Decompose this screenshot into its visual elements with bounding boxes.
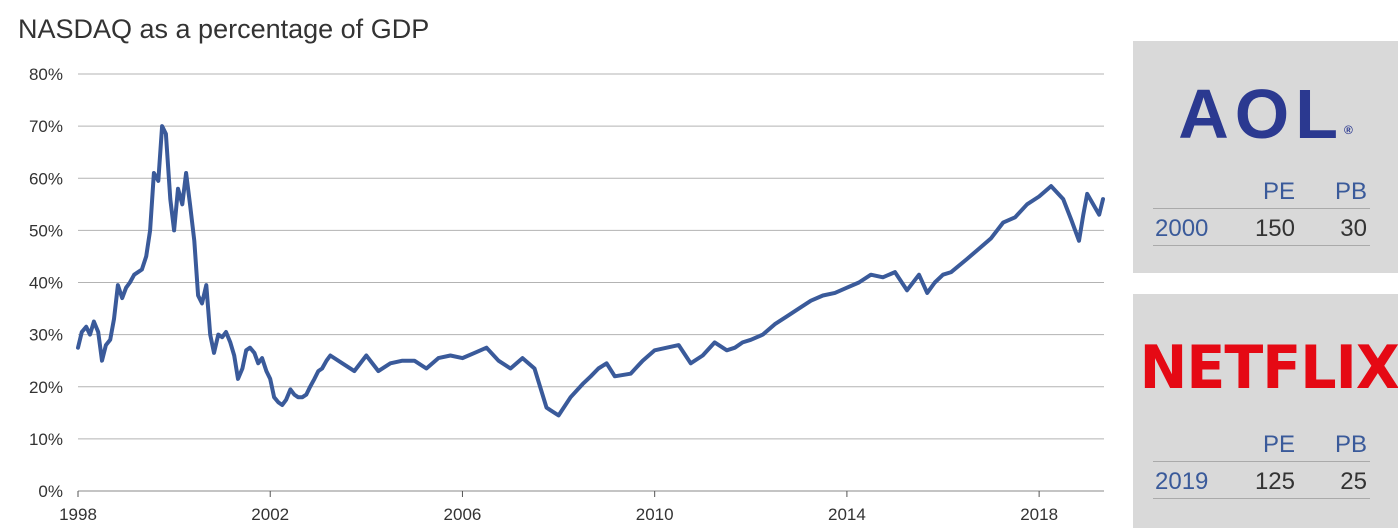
y-tick-label: 0% [38,482,63,501]
aol-panel: AOL® PE PB 2000 150 30 [1133,41,1398,273]
grid-lines [78,73,1104,492]
aol-pe-value: 150 [1254,215,1295,242]
aol-registered-mark: ® [1343,123,1353,137]
y-tick-label: 30% [29,326,63,345]
pe-header: PE [1262,178,1295,205]
y-tick-label: 70% [29,117,63,136]
x-tick-label: 1998 [59,505,97,524]
aol-metrics-header: PE PB [1153,172,1370,209]
series-group [76,124,1105,418]
pb-header: PB [1334,178,1367,205]
y-tick-label: 20% [29,378,63,397]
x-tick-label: 2010 [636,505,674,524]
x-tick-label: 2006 [444,505,482,524]
y-tick-label: 80% [29,65,63,84]
pe-header: PE [1262,431,1295,458]
netflix-metrics-header: PE PB [1153,425,1370,462]
x-tick-label: 2014 [828,505,866,524]
aol-logo-text: AOL [1178,75,1344,153]
aol-pb-value: 30 [1340,215,1367,242]
y-tick-label: 60% [29,169,63,188]
x-tick-label: 2002 [251,505,289,524]
netflix-panel: NETFLIX PE PB 2019 125 25 [1133,294,1398,528]
chart-title: NASDAQ as a percentage of GDP [18,14,430,44]
netflix-metrics-row: 2019 125 25 [1153,462,1370,499]
y-tick-label: 50% [29,221,63,240]
netflix-pe-value: 125 [1254,468,1295,495]
aol-logo: AOL® [1133,79,1398,149]
netflix-logo: NETFLIX [1139,333,1398,403]
pb-header: PB [1334,431,1367,458]
netflix-year: 2019 [1155,468,1209,495]
y-axis-ticks: 0% 10% 20% 30% 40% 50% 60% 70% 80% [29,65,63,501]
aol-year: 2000 [1155,215,1209,242]
y-tick-label: 10% [29,430,63,449]
x-axis-ticks: 1998 2002 2006 2010 2014 2018 [59,491,1058,524]
netflix-pb-value: 25 [1340,468,1367,495]
nasdaq-gdp-line [76,124,1105,418]
aol-metrics-row: 2000 150 30 [1153,209,1370,246]
y-tick-label: 40% [29,274,63,293]
x-tick-label: 2018 [1020,505,1058,524]
line-chart: 0% 10% 20% 30% 40% 50% 60% 70% 80% 1998 2002 2006 2… [29,65,1105,524]
